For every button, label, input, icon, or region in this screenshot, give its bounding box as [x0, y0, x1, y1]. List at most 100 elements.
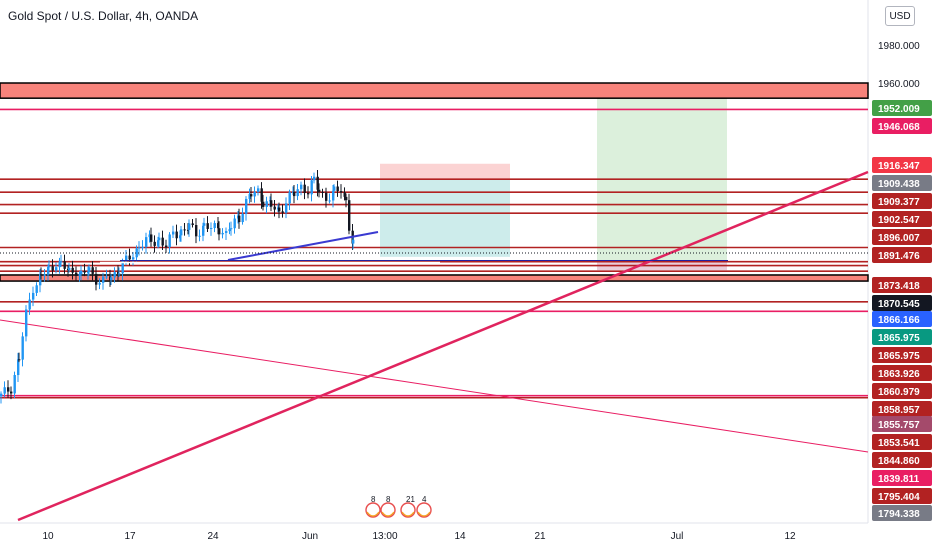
- candle-body: [80, 270, 83, 275]
- candle-body: [203, 223, 206, 226]
- price-badge-21: [872, 505, 932, 521]
- candle-body: [83, 270, 86, 273]
- candle-body: [25, 309, 28, 337]
- candle-body: [17, 359, 20, 376]
- price-badge-text-11: 1865.975: [878, 333, 920, 344]
- candle-body: [262, 201, 265, 207]
- currency-button[interactable]: USD: [885, 6, 915, 26]
- candle-body: [13, 375, 16, 394]
- candle-body: [318, 189, 321, 193]
- candle-body: [210, 228, 213, 230]
- candle-body: [51, 266, 54, 271]
- event-marker-accent-0: [366, 511, 380, 517]
- zone-1: [0, 274, 869, 282]
- rising-wedge-trendline: [227, 231, 379, 261]
- price-badge-text-15: 1858.957: [878, 405, 920, 416]
- candle-body: [195, 225, 198, 237]
- candle-body: [98, 282, 101, 285]
- candle-body: [325, 192, 328, 201]
- candle-body: [288, 192, 291, 204]
- candle-body: [7, 387, 10, 392]
- price-badge-3: [872, 175, 932, 191]
- price-badge-text-21: 1794.338: [878, 509, 920, 520]
- candle-body: [148, 234, 151, 238]
- candle-body: [0, 393, 3, 397]
- price-badge-12: [872, 347, 932, 363]
- price-badge-11: [872, 329, 932, 345]
- candle-body: [198, 235, 201, 237]
- candle-body: [141, 247, 144, 249]
- candle-body: [95, 273, 98, 285]
- price-badge-text-18: 1844.860: [878, 456, 920, 467]
- candle-body: [270, 200, 273, 207]
- price-badge-text-12: 1865.975: [878, 351, 920, 362]
- candle-body: [58, 261, 61, 268]
- candle-body: [265, 201, 268, 207]
- event-marker-accent-3: [417, 511, 431, 517]
- price-badge-17: [872, 434, 932, 450]
- candle-body: [161, 237, 164, 246]
- candle-body: [250, 194, 253, 197]
- price-badge-text-16: 1855.757: [878, 420, 920, 431]
- price-badge-text-13: 1863.926: [878, 369, 920, 380]
- price-badge-text-0: 1952.009: [878, 104, 920, 115]
- event-marker-accent-2: [401, 511, 415, 517]
- candle-body: [187, 229, 190, 231]
- candle-body: [285, 203, 288, 213]
- candle-body: [300, 184, 303, 190]
- candle-body: [138, 247, 141, 249]
- candle-body: [180, 229, 183, 236]
- candle-body: [238, 215, 241, 223]
- candle-body: [328, 200, 331, 202]
- candle-body: [333, 186, 336, 191]
- short-position-stop-zone: [380, 163, 510, 180]
- candle-body: [3, 387, 6, 394]
- event-marker-accent-1: [381, 511, 395, 517]
- candle-body: [71, 267, 74, 273]
- price-badge-6: [872, 229, 932, 245]
- x-tick-label-8: 12: [784, 531, 796, 542]
- candle-body: [316, 176, 319, 190]
- candle-body: [241, 213, 244, 223]
- candle-body: [118, 273, 121, 275]
- candle-body: [128, 255, 131, 260]
- candle-body: [336, 186, 339, 192]
- candle-body: [313, 176, 316, 181]
- candle-body: [18, 359, 21, 361]
- price-badge-16: [872, 416, 932, 432]
- price-badge-7: [872, 247, 932, 263]
- candle-body: [307, 193, 310, 195]
- candle-body: [191, 223, 194, 226]
- candle-body: [225, 231, 228, 233]
- x-tick-label-4: 13:00: [372, 531, 397, 542]
- x-tick-label-0: 10: [42, 531, 54, 542]
- price-badge-9: [872, 295, 932, 311]
- candle-body: [310, 180, 313, 195]
- price-badge-20: [872, 488, 932, 504]
- candle-body: [218, 228, 221, 235]
- candle-body: [248, 194, 251, 199]
- candle-body: [102, 276, 105, 283]
- x-tick-label-7: Jul: [671, 531, 684, 542]
- candle-body: [273, 206, 276, 210]
- candle-body: [125, 255, 128, 262]
- price-badge-2: [872, 157, 932, 173]
- candle-body: [87, 271, 90, 273]
- candle-body: [21, 336, 24, 360]
- candle-body: [202, 225, 205, 236]
- candle-body: [88, 267, 91, 272]
- candle-body: [150, 234, 153, 242]
- price-badge-text-10: 1866.166: [878, 315, 920, 326]
- candle-body: [183, 229, 186, 231]
- candle-body: [10, 391, 13, 394]
- candle-body: [105, 276, 108, 278]
- candle-body: [121, 261, 124, 274]
- event-marker-label-3: 4: [422, 495, 427, 504]
- candle-body: [230, 228, 233, 230]
- candle-body: [68, 267, 71, 270]
- candle-body: [228, 229, 231, 232]
- x-tick-label-6: 21: [534, 531, 546, 542]
- candle-body: [39, 274, 42, 286]
